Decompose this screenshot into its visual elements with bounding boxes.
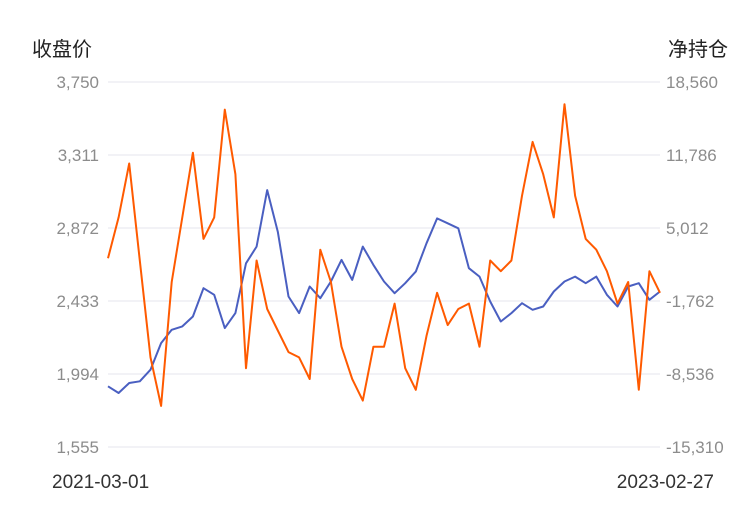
- close-price-line: [107, 189, 661, 394]
- right-tick-label: 11,786: [666, 146, 717, 165]
- left-axis-ticks: 3,750 3,311 2,872 2,433 1,994 1,555: [56, 73, 99, 457]
- left-tick-label: 1,994: [56, 365, 99, 384]
- left-tick-label: 2,872: [56, 219, 99, 238]
- net-position-line: [107, 103, 661, 407]
- right-tick-label: -8,536: [666, 365, 714, 384]
- left-tick-label: 3,750: [56, 73, 99, 92]
- left-axis-title: 收盘价: [32, 37, 92, 61]
- right-tick-label: -1,762: [666, 292, 714, 311]
- right-tick-label: 18,560: [666, 73, 718, 92]
- right-tick-label: -15,310: [666, 438, 724, 457]
- left-tick-label: 2,433: [56, 292, 99, 311]
- left-tick-label: 1,555: [56, 438, 99, 457]
- x-axis-end-label: 2023-02-27: [617, 472, 714, 493]
- right-tick-label: 5,012: [666, 219, 709, 238]
- right-axis-title: 净持仓: [668, 37, 728, 61]
- left-tick-label: 3,311: [58, 146, 99, 165]
- right-axis-ticks: 18,560 11,786 5,012 -1,762 -8,536 -15,310: [666, 73, 724, 457]
- series-lines: [107, 103, 661, 407]
- gridlines: [108, 81, 660, 448]
- x-axis-start-label: 2021-03-01: [52, 472, 149, 493]
